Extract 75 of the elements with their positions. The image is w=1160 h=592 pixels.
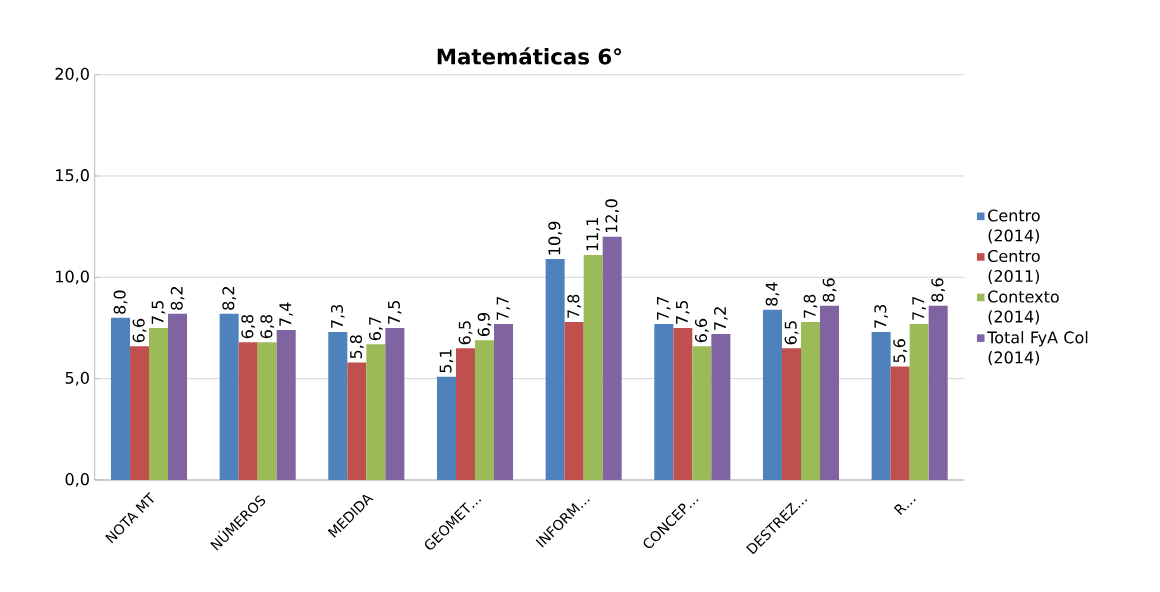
bar xyxy=(909,323,929,480)
data-label: 6,7 xyxy=(368,317,383,341)
y-tick-label: 10,0 xyxy=(56,270,89,285)
bar xyxy=(436,376,456,480)
data-label: 7,5 xyxy=(151,301,166,324)
legend-label: Total FyA Col (2014) xyxy=(987,331,1088,366)
bar xyxy=(692,346,712,480)
data-label: 8,6 xyxy=(931,278,946,302)
data-label: 8,6 xyxy=(822,278,837,302)
bar xyxy=(149,327,169,480)
legend-label: Centro (2011) xyxy=(988,249,1040,284)
chart-title: Matemáticas 6° xyxy=(437,47,622,65)
bar xyxy=(455,348,475,480)
bar xyxy=(762,309,782,480)
bar xyxy=(494,323,514,480)
data-label: 7,7 xyxy=(496,296,511,320)
bar xyxy=(276,330,296,480)
bar xyxy=(781,348,801,480)
data-label: 8,2 xyxy=(222,287,237,310)
data-label: 7,8 xyxy=(567,294,582,318)
data-label: 7,3 xyxy=(874,304,888,328)
x-tick-label: R… xyxy=(893,499,916,515)
data-label: 7,8 xyxy=(803,294,818,318)
bar xyxy=(366,344,386,480)
data-label: 6,5 xyxy=(458,321,473,345)
bar xyxy=(257,342,277,480)
bar xyxy=(564,321,584,480)
legend-label: Contexto (2014) xyxy=(988,290,1059,325)
bar xyxy=(711,334,731,480)
bar xyxy=(673,327,693,480)
data-label: 8,0 xyxy=(113,290,128,314)
data-label: 6,8 xyxy=(260,314,275,339)
bar xyxy=(602,236,622,480)
data-label: 7,5 xyxy=(676,301,690,324)
data-label: 7,4 xyxy=(279,302,293,326)
data-label: 6,9 xyxy=(477,312,492,337)
data-label: 7,5 xyxy=(388,301,402,324)
y-tick-label: 5,0 xyxy=(65,371,89,386)
bar xyxy=(890,366,910,480)
bar xyxy=(654,323,674,480)
bar xyxy=(328,332,348,480)
bar xyxy=(475,340,495,480)
bar xyxy=(347,362,367,480)
bar xyxy=(130,346,150,480)
bar xyxy=(871,332,891,480)
data-label: 11,1 xyxy=(586,217,600,251)
bar xyxy=(820,305,840,480)
data-label: 7,2 xyxy=(713,307,728,330)
data-label: 7,7 xyxy=(912,296,926,320)
bar xyxy=(583,255,603,480)
data-label: 6,8 xyxy=(241,314,256,339)
bar xyxy=(928,305,948,480)
data-label: 6,6 xyxy=(694,318,709,343)
data-label: 6,5 xyxy=(784,321,799,345)
data-label: 10,9 xyxy=(548,221,563,255)
data-label: 12,0 xyxy=(605,199,620,233)
data-label: 5,6 xyxy=(893,339,908,363)
data-label: 7,7 xyxy=(657,296,671,320)
data-label: 5,1 xyxy=(439,349,454,373)
bar xyxy=(238,342,258,480)
y-tick-label: 15,0 xyxy=(56,169,89,183)
data-label: 8,4 xyxy=(765,282,780,306)
data-label: 7,3 xyxy=(330,304,345,328)
bar xyxy=(168,313,188,480)
y-tick-label: 20,0 xyxy=(55,67,89,82)
y-tick-label: 0,0 xyxy=(65,473,89,487)
bar xyxy=(219,313,239,480)
data-label: 6,6 xyxy=(132,318,147,343)
bar xyxy=(800,321,821,480)
data-label: 5,8 xyxy=(349,335,364,359)
bar xyxy=(385,327,405,480)
bar xyxy=(110,317,130,480)
bar xyxy=(545,259,565,480)
data-label: 8,2 xyxy=(170,287,185,310)
legend-label: Centro (2014) xyxy=(988,209,1040,244)
